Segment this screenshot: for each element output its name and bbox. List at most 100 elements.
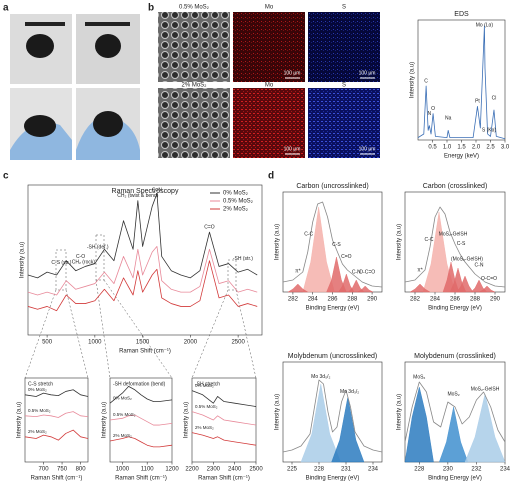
series-label: 0.5% MoS₂	[195, 404, 218, 409]
spectrum-line	[24, 411, 89, 418]
peak-label: C-C	[425, 237, 434, 243]
panel-label: b	[148, 3, 154, 14]
x-tick-label: 2400	[228, 467, 242, 473]
map-label: S	[342, 83, 346, 89]
x-axis-label: Energy (keV)	[444, 154, 479, 160]
x-axis-label: Binding Energy (eV)	[306, 306, 360, 312]
inset-note: -SH deformation (bend)	[113, 381, 166, 387]
x-tick-label: 1200	[165, 467, 179, 473]
peak-label: C-S	[457, 241, 466, 247]
series-label: 0% MoS₂	[113, 395, 132, 400]
peak-label: MoS₂-GelSH	[439, 232, 468, 238]
map-label: 2% MoS₂	[181, 83, 207, 89]
peak-label: C-O	[76, 254, 85, 260]
peak-label: C-N	[352, 270, 361, 276]
spectrum-line	[109, 414, 173, 426]
x-tick-label: 0.5	[428, 145, 437, 151]
x-tick-label: 284	[308, 297, 319, 303]
x-axis-label: Raman Shift (cm⁻¹)	[115, 476, 167, 482]
series-label: 0.5% MoS₂	[113, 412, 136, 417]
chart-title: Molybdenum (crosslinked)	[414, 353, 496, 360]
peak-label: Cl	[492, 95, 497, 101]
x-tick-label: 2200	[185, 467, 199, 473]
spectrum-line	[404, 381, 506, 443]
spectrum-line	[191, 411, 257, 426]
spectrum-line	[282, 379, 383, 453]
spectrum-line	[27, 193, 258, 279]
plot-frame	[109, 377, 173, 463]
peak-label: Mo 3d₅/₂	[311, 374, 330, 380]
component-peak	[287, 283, 309, 293]
x-tick-label: 1000	[88, 340, 102, 346]
spectrum-line	[191, 432, 257, 446]
x-tick-label: 1000	[116, 467, 130, 473]
x-tick-label: 290	[367, 297, 378, 303]
series-label: 2% MoS₂	[195, 425, 214, 430]
y-axis-label: Intensity (a.u)	[397, 394, 403, 430]
x-axis-label: Binding Energy (eV)	[428, 306, 482, 312]
plot-frame	[27, 184, 263, 336]
plot-frame	[417, 19, 506, 141]
peak-label: MoS₂	[413, 374, 425, 380]
map-label: Mo	[265, 83, 274, 89]
peak-label: Mo 3d₃/₂	[340, 389, 359, 395]
x-tick-label: 2.5	[486, 145, 495, 151]
peak-label: -SH (str.)	[233, 256, 253, 262]
map-label: S	[342, 5, 346, 11]
y-axis-label: Intensity (a.u)	[275, 224, 281, 260]
peak-label: Na	[445, 116, 452, 122]
y-axis-label: Intensity (a.u)	[17, 402, 23, 438]
y-axis-label: Intensity (a.u)	[184, 402, 190, 438]
peak-label: π*	[295, 268, 300, 274]
x-tick-label: 228	[414, 467, 425, 473]
series-label: 0% MoS₂	[28, 387, 47, 392]
x-tick-label: 1.5	[457, 145, 466, 151]
panel-label: a	[3, 3, 9, 14]
component-peak	[478, 285, 496, 293]
peak-label: π*	[417, 267, 422, 273]
x-tick-label: 2000	[184, 340, 198, 346]
chart-title: Raman Spectroscopy	[112, 188, 179, 195]
panel-label: d	[268, 171, 274, 182]
x-tick-label: 290	[490, 297, 501, 303]
peak-label: MoS₂-GelSH	[471, 386, 500, 392]
x-axis-label: Binding Energy (eV)	[428, 476, 482, 482]
x-tick-label: 288	[470, 297, 481, 303]
x-tick-label: 282	[288, 297, 299, 303]
plot-frame	[191, 377, 257, 463]
series-label: 2% MoS₂	[113, 433, 132, 438]
inset-note: C-S stretch	[28, 381, 53, 387]
chart-title: Carbon (crosslinked)	[423, 183, 488, 190]
spectrum-line	[404, 206, 506, 288]
spectrum-line	[109, 386, 173, 404]
peak-label: C-S	[332, 242, 341, 248]
peak-label: Mo (Lα)	[476, 22, 494, 28]
y-axis-label: Intensity (a.u)	[102, 402, 108, 438]
x-axis-label: Raman Shift (cm⁻¹)	[198, 476, 250, 482]
spectrum-line	[191, 390, 257, 407]
x-tick-label: 750	[57, 467, 68, 473]
spectrum-line	[27, 260, 258, 312]
x-tick-label: 2500	[231, 340, 245, 346]
spectrum-line	[417, 25, 506, 140]
x-tick-label: 2500	[249, 467, 263, 473]
y-axis-label: Intensity (a.u)	[275, 394, 281, 430]
peak-label: C=O	[204, 224, 215, 230]
x-tick-label: 228	[314, 467, 325, 473]
component-peak	[357, 285, 374, 293]
chart-title: EDS	[454, 11, 469, 18]
component-peak	[464, 393, 506, 463]
x-tick-label: 230	[443, 467, 454, 473]
peak-label: CH₂ (twist & bend)	[117, 193, 158, 199]
x-tick-label: 1.0	[443, 145, 452, 151]
peak-label: -SH (def.)	[87, 245, 109, 251]
series-label: 2% MoS₂	[28, 429, 47, 434]
legend-label: 0% MoS₂	[223, 191, 249, 197]
scale-bar-label: 100 μm	[359, 70, 376, 76]
peak-label: C-S (str.)	[51, 260, 71, 266]
component-peak	[439, 406, 469, 463]
series-label: 0.5% MoS₂	[28, 408, 51, 413]
spectrum-line	[24, 429, 89, 441]
y-axis-label: Intensity (a.u)	[410, 62, 416, 98]
